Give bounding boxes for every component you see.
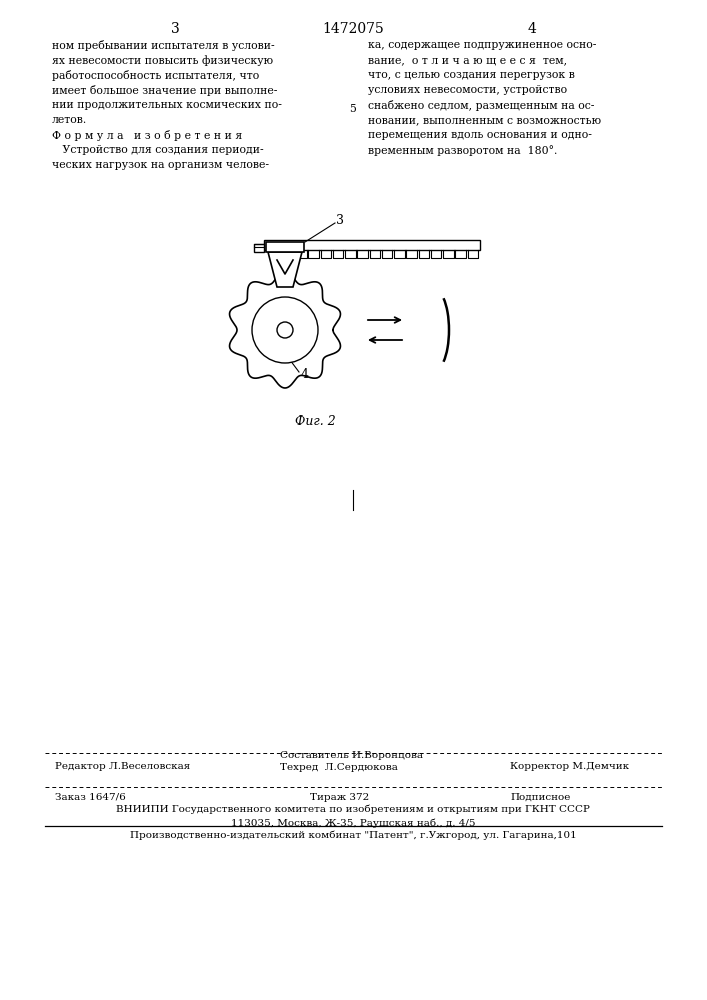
Bar <box>264 240 480 250</box>
Text: 5: 5 <box>349 104 356 114</box>
Text: 3: 3 <box>336 214 344 227</box>
Text: нии продолжительных космических по-: нии продолжительных космических по- <box>52 100 282 110</box>
Text: имеет большое значение при выполне-: имеет большое значение при выполне- <box>52 85 277 96</box>
Text: новании, выполненным с возможностью: новании, выполненным с возможностью <box>368 115 601 125</box>
Text: Производственно-издательский комбинат "Патент", г.Ужгород, ул. Гагарина,101: Производственно-издательский комбинат "П… <box>129 830 576 840</box>
Text: работоспособность испытателя, что: работоспособность испытателя, что <box>52 70 259 81</box>
Text: вание,  о т л и ч а ю щ е е с я  тем,: вание, о т л и ч а ю щ е е с я тем, <box>368 55 567 65</box>
Text: перемещения вдоль основания и одно-: перемещения вдоль основания и одно- <box>368 130 592 140</box>
Text: Техред  Л.Сердюкова: Техред Л.Сердюкова <box>280 763 398 772</box>
Text: ческих нагрузок на организм челове-: ческих нагрузок на организм челове- <box>52 160 269 170</box>
Polygon shape <box>230 272 341 388</box>
Text: что, с целью создания перегрузок в: что, с целью создания перегрузок в <box>368 70 575 80</box>
Text: Устройство для создания периоди-: Устройство для создания периоди- <box>52 145 264 155</box>
Text: Составитель И.Воронцова: Составитель И.Воронцова <box>280 751 423 760</box>
Bar <box>254 244 264 252</box>
Text: 1472075: 1472075 <box>322 22 384 36</box>
Text: Ф о р м у л а   и з о б р е т е н и я: Ф о р м у л а и з о б р е т е н и я <box>52 130 243 141</box>
Bar <box>266 242 304 252</box>
Text: Корректор М.Демчик: Корректор М.Демчик <box>510 762 629 771</box>
Text: 3: 3 <box>170 22 180 36</box>
Text: 113035, Москва, Ж-35, Раушская наб., д. 4/5: 113035, Москва, Ж-35, Раушская наб., д. … <box>230 818 475 828</box>
Text: ка, содержащее подпружиненное осно-: ка, содержащее подпружиненное осно- <box>368 40 597 50</box>
Circle shape <box>252 297 318 363</box>
Text: Тираж 372: Тираж 372 <box>310 793 369 802</box>
Text: условиях невесомости, устройство: условиях невесомости, устройство <box>368 85 567 95</box>
Circle shape <box>277 322 293 338</box>
Text: летов.: летов. <box>52 115 87 125</box>
Text: 4: 4 <box>301 368 309 381</box>
Text: Фиг. 2: Фиг. 2 <box>295 415 335 428</box>
Text: Заказ 1647/6: Заказ 1647/6 <box>55 793 126 802</box>
Text: ном пребывании испытателя в услови-: ном пребывании испытателя в услови- <box>52 40 274 51</box>
Text: Подписное: Подписное <box>510 793 571 802</box>
Text: Редактор Л.Веселовская: Редактор Л.Веселовская <box>55 762 190 771</box>
Polygon shape <box>268 252 302 287</box>
Text: ях невесомости повысить физическую: ях невесомости повысить физическую <box>52 55 273 66</box>
Text: 4: 4 <box>527 22 537 36</box>
Text: снабжено седлом, размещенным на ос-: снабжено седлом, размещенным на ос- <box>368 100 595 111</box>
Text: ВНИИПИ Государственного комитета по изобретениям и открытиям при ГКНТ СССР: ВНИИПИ Государственного комитета по изоб… <box>116 805 590 814</box>
Text: временным разворотом на  180°.: временным разворотом на 180°. <box>368 145 557 156</box>
